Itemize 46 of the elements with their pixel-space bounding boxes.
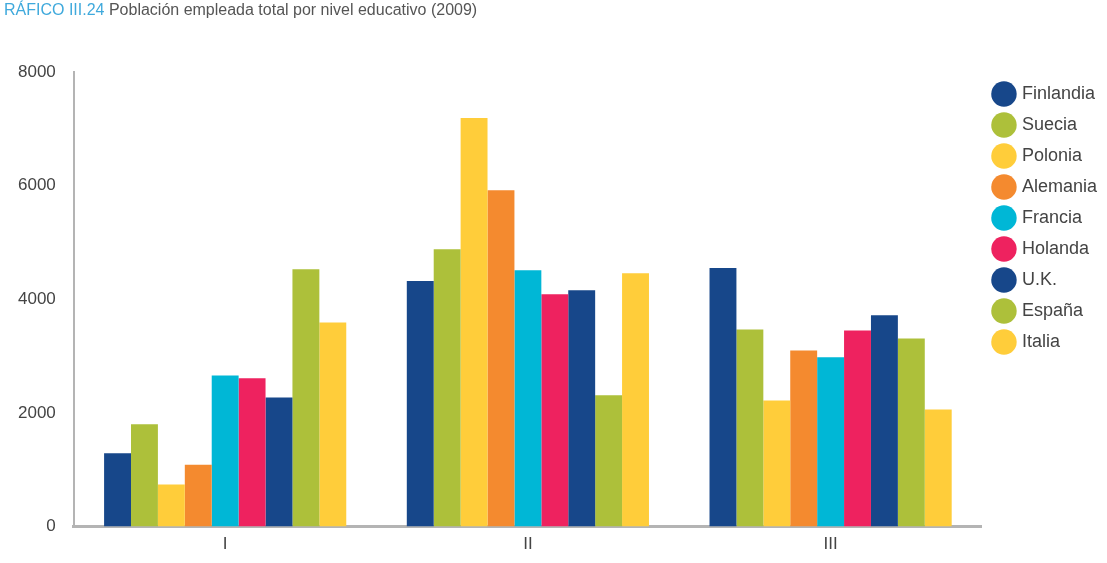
y-tick-label: 8000	[17, 61, 56, 81]
bar	[131, 424, 158, 527]
legend-label: Alemania	[1021, 175, 1098, 196]
bar	[292, 269, 320, 527]
bar	[709, 268, 737, 527]
y-tick-label: 4000	[17, 288, 56, 308]
bar	[622, 273, 649, 527]
bar	[736, 329, 764, 527]
bar	[238, 378, 266, 527]
bar	[897, 338, 925, 527]
bar	[487, 190, 515, 527]
chart-title: RÁFICO III.24	[4, 1, 105, 18]
bar	[924, 409, 952, 527]
bar	[460, 118, 488, 527]
bar	[541, 294, 569, 527]
y-tick-label: 2000	[17, 402, 56, 422]
bar	[157, 484, 185, 527]
legend-label: U.K.	[1021, 268, 1057, 289]
bar	[568, 290, 596, 527]
bar	[265, 397, 293, 527]
legend-label: Francia	[1021, 206, 1083, 227]
x-tick-label: I	[222, 534, 228, 554]
bar	[406, 281, 434, 527]
bar	[844, 330, 871, 527]
y-tick-label: 0	[46, 516, 56, 536]
bar	[514, 270, 542, 527]
legend-label: Suecia	[1021, 113, 1078, 134]
x-tick-label: II	[523, 534, 533, 554]
bar	[817, 357, 845, 527]
bar	[790, 350, 818, 527]
bar	[763, 400, 791, 527]
bar	[433, 249, 461, 527]
legend-label: Italia	[1021, 330, 1061, 351]
chart-subtitle: Población empleada total por nivel educativo (2009)	[108, 1, 478, 18]
bar	[211, 375, 239, 527]
legend-label: España	[1021, 299, 1084, 320]
legend-label: Holanda	[1021, 237, 1090, 258]
legend-label: Polonia	[1021, 144, 1083, 165]
legend-label: Finlandia	[1021, 82, 1096, 103]
x-tick-label: III	[823, 534, 838, 554]
bar	[870, 315, 898, 527]
bar	[184, 464, 212, 527]
y-tick-label: 6000	[17, 175, 56, 195]
bar	[319, 322, 347, 527]
bar	[104, 453, 131, 527]
bar	[595, 395, 623, 527]
